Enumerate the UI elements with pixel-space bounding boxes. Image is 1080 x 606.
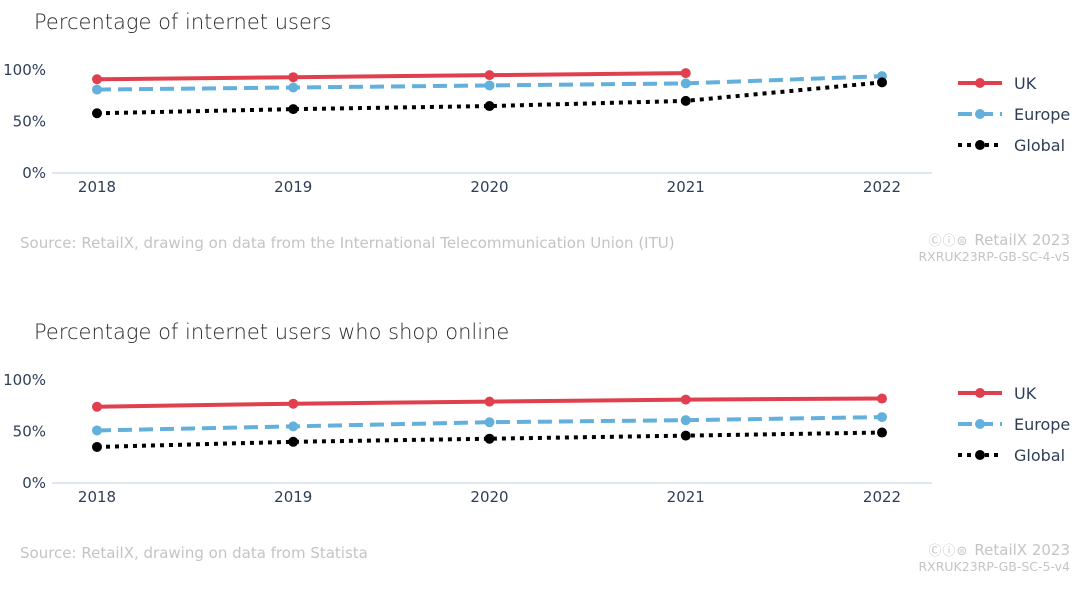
series-line-europe bbox=[96, 415, 883, 433]
data-point-global-2018 bbox=[92, 108, 102, 119]
x-tick-label-2018: 2018 bbox=[78, 178, 116, 196]
data-point-uk-2020 bbox=[484, 70, 495, 81]
data-point-europe-2020 bbox=[484, 80, 495, 91]
data-point-global-2018 bbox=[92, 441, 102, 452]
credit-label: RetailX 2023 bbox=[974, 541, 1070, 559]
x-tick-label-2020: 2020 bbox=[470, 488, 508, 506]
line-chart-online-shoppers: 0% 50% 100% 2018 2019 2020 2021 2022 UK Europe Glo… bbox=[3, 371, 1070, 506]
legend-swatch-dot-europe bbox=[975, 419, 985, 429]
legend-swatch-dot-global bbox=[975, 140, 985, 150]
line-chart-internet-users: 0% 50% 100% 2018 2019 2020 2021 2022 UK Europe Glo… bbox=[3, 61, 1070, 196]
legend-swatch-dot-europe bbox=[975, 109, 985, 119]
creative-commons-icon: Ⓒⓘ⊜ bbox=[928, 234, 969, 249]
x-tick-label-2021: 2021 bbox=[667, 488, 705, 506]
data-point-uk-2020 bbox=[484, 396, 495, 407]
data-point-europe-2018 bbox=[92, 425, 102, 436]
credit-block: Ⓒⓘ⊜ RetailX 2023 RXRUK23RP-GB-SC-4-v5 bbox=[918, 232, 1070, 263]
data-point-europe-2019 bbox=[288, 82, 299, 93]
legend-swatch-dot-uk bbox=[975, 388, 985, 398]
chart-panel-internet-users: Percentage of internet users 0% 50% 100% 20… bbox=[0, 0, 1080, 296]
source-note: Source: RetailX, drawing on data from th… bbox=[20, 234, 675, 252]
chart-title: Percentage of internet users bbox=[34, 10, 332, 34]
data-point-uk-2019 bbox=[288, 72, 299, 83]
data-point-uk-2021 bbox=[680, 68, 691, 79]
legend-label-europe: Europe bbox=[1014, 105, 1070, 124]
y-tick-label-100pct: 100% bbox=[3, 371, 46, 389]
data-point-global-2022 bbox=[877, 427, 887, 438]
data-point-global-2020 bbox=[484, 101, 495, 112]
legend-swatch-dot-uk bbox=[975, 78, 985, 88]
source-note: Source: RetailX, drawing on data from St… bbox=[20, 544, 368, 562]
x-tick-label-2019: 2019 bbox=[274, 178, 312, 196]
legend-label-europe: Europe bbox=[1014, 415, 1070, 434]
data-point-uk-2022 bbox=[877, 393, 887, 404]
data-point-europe-2021 bbox=[680, 415, 691, 426]
credit-label: RetailX 2023 bbox=[974, 231, 1070, 249]
data-point-uk-2019 bbox=[288, 398, 299, 409]
credit-block: Ⓒⓘ⊜ RetailX 2023 RXRUK23RP-GB-SC-5-v4 bbox=[918, 542, 1070, 573]
data-point-global-2019 bbox=[288, 436, 299, 447]
x-tick-label-2022: 2022 bbox=[863, 488, 901, 506]
legend-label-uk: UK bbox=[1014, 74, 1037, 93]
x-tick-label-2022: 2022 bbox=[863, 178, 901, 196]
x-tick-label-2021: 2021 bbox=[667, 178, 705, 196]
chart-panel-online-shoppers: Percentage of internet users who shop on… bbox=[0, 310, 1080, 606]
creative-commons-icon: Ⓒⓘ⊜ bbox=[928, 544, 969, 559]
data-point-uk-2021 bbox=[680, 394, 691, 405]
data-point-europe-2020 bbox=[484, 417, 495, 428]
legend-label-uk: UK bbox=[1014, 384, 1037, 403]
series-line-europe bbox=[96, 74, 883, 92]
x-tick-label-2019: 2019 bbox=[274, 488, 312, 506]
legend-label-global: Global bbox=[1014, 136, 1065, 155]
chart-code: RXRUK23RP-GB-SC-5-v4 bbox=[918, 559, 1070, 574]
data-point-uk-2018 bbox=[92, 74, 102, 85]
x-tick-label-2018: 2018 bbox=[78, 488, 116, 506]
chart-title: Percentage of internet users who shop on… bbox=[34, 320, 510, 344]
data-point-global-2020 bbox=[484, 433, 495, 444]
x-tick-label-2020: 2020 bbox=[470, 178, 508, 196]
data-point-europe-2018 bbox=[92, 84, 102, 95]
data-point-europe-2019 bbox=[288, 421, 299, 432]
data-point-global-2022 bbox=[877, 77, 887, 88]
y-tick-label-100pct: 100% bbox=[3, 61, 46, 79]
data-point-global-2021 bbox=[680, 95, 691, 106]
data-point-uk-2018 bbox=[92, 401, 102, 412]
series-line-uk bbox=[96, 71, 686, 82]
y-tick-label-0pct: 0% bbox=[22, 474, 46, 492]
legend-swatch-dot-global bbox=[975, 450, 985, 460]
y-tick-label-50pct: 50% bbox=[13, 113, 46, 131]
legend-label-global: Global bbox=[1014, 446, 1065, 465]
data-point-global-2021 bbox=[680, 430, 691, 441]
data-point-europe-2021 bbox=[680, 78, 691, 89]
data-point-europe-2022 bbox=[877, 412, 887, 423]
chart-code: RXRUK23RP-GB-SC-4-v5 bbox=[918, 249, 1070, 264]
data-point-global-2019 bbox=[288, 104, 299, 115]
y-tick-label-0pct: 0% bbox=[22, 164, 46, 182]
y-tick-label-50pct: 50% bbox=[13, 423, 46, 441]
